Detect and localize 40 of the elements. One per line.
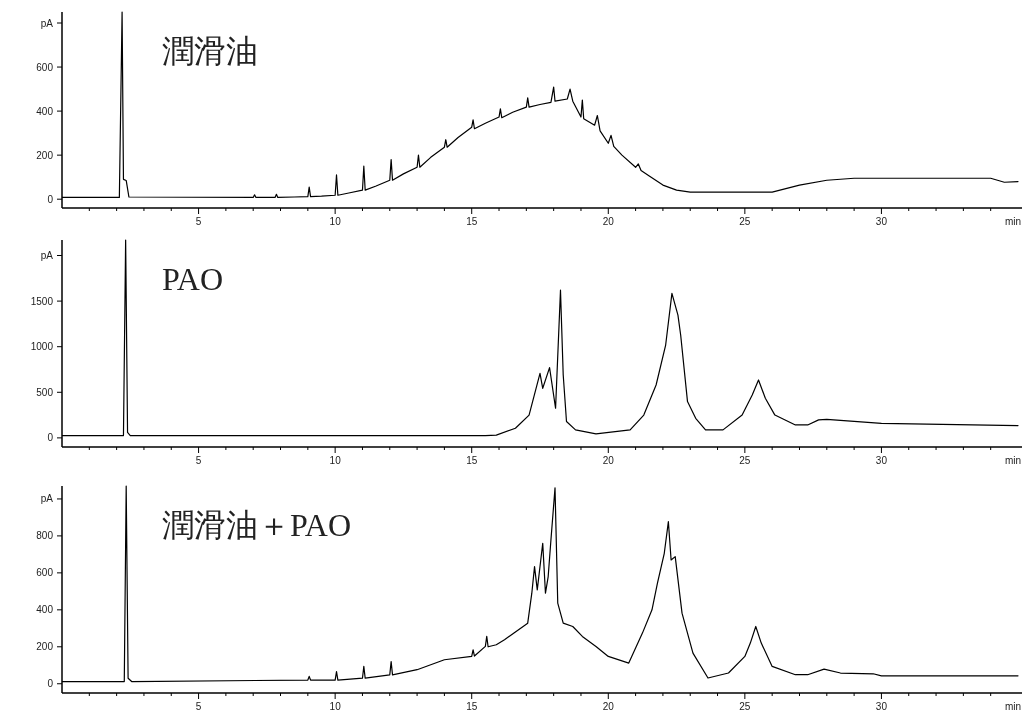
x-tick-label: 25 <box>739 701 751 712</box>
y-tick-label: pA <box>40 17 54 29</box>
y-tick-label: 600 <box>36 61 54 73</box>
x-tick-label: 30 <box>875 701 888 712</box>
x-tick-label: 25 <box>739 216 751 227</box>
x-tick-label: 5 <box>195 701 202 712</box>
y-tick-label: 800 <box>36 530 54 542</box>
y-tick-label: 400 <box>36 105 54 117</box>
text: 潤滑油＋PAO <box>162 507 352 543</box>
y-tick-label: 600 <box>36 567 54 579</box>
x-tick-label: 10 <box>329 701 342 712</box>
y-tick-label: pA <box>40 250 54 261</box>
x-tick-label: 10 <box>329 455 342 466</box>
x-tick-label: 20 <box>602 216 615 227</box>
x-tick-label: 10 <box>329 216 342 227</box>
y-tick-label: 0 <box>47 193 54 205</box>
text: 潤滑油 <box>162 33 258 69</box>
x-tick-label: 30 <box>875 455 888 466</box>
y-tick-label: pA <box>40 493 54 505</box>
y-tick-label: 0 <box>47 432 54 444</box>
x-tick-label: 20 <box>602 701 615 712</box>
x-tick-label: 20 <box>602 455 615 466</box>
x-axis-title: min <box>1004 701 1021 712</box>
y-tick-label: 0 <box>47 678 54 690</box>
y-tick-label: 1500 <box>30 295 54 307</box>
x-tick-label: 25 <box>739 455 751 466</box>
x-axis-title: min <box>1004 216 1021 227</box>
x-tick-label: 15 <box>466 455 478 466</box>
y-tick-label: 400 <box>36 604 54 616</box>
x-tick-label: 30 <box>875 216 888 227</box>
y-tick-label: 200 <box>36 149 54 161</box>
x-tick-label: 15 <box>466 216 478 227</box>
y-tick-label: 200 <box>36 641 54 653</box>
y-tick-label: 500 <box>36 386 54 398</box>
x-tick-label: 5 <box>195 455 202 466</box>
text: PAO <box>162 261 224 297</box>
x-tick-label: 15 <box>466 701 478 712</box>
y-tick-label: 1000 <box>30 341 54 353</box>
x-axis-title: min <box>1004 455 1021 466</box>
x-tick-label: 5 <box>195 216 202 227</box>
